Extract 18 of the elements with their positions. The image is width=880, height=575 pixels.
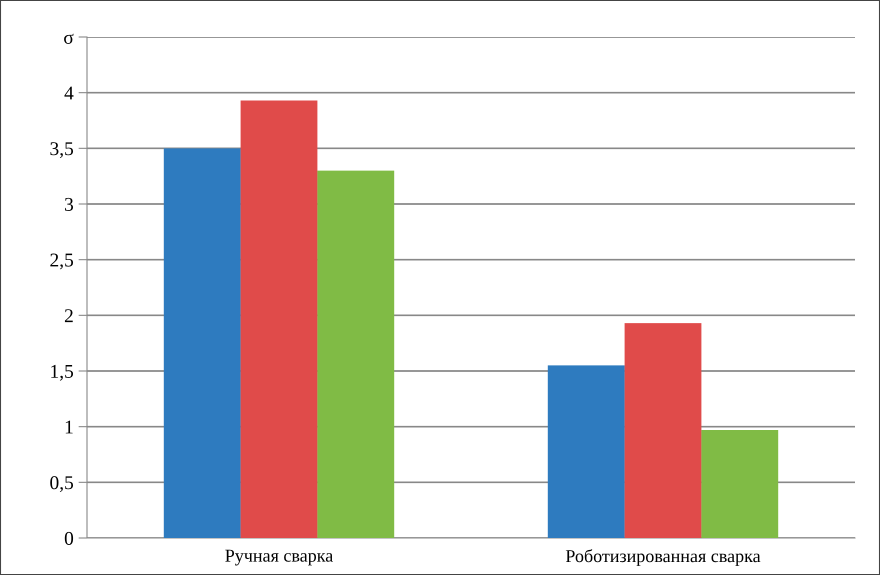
y-tick-label: 2,5 [50, 254, 74, 270]
bar [317, 170, 394, 538]
y-tick-label: 4 [64, 86, 74, 100]
y-tick-label: 2 [64, 309, 73, 322]
y-tick-label: σ [64, 34, 74, 44]
y-tick-label: 0,5 [50, 476, 74, 492]
y-tick-label: 3,5 [50, 142, 74, 158]
bar [240, 100, 318, 538]
y-tick-label: 1,5 [51, 364, 74, 381]
x-tick-label: Ручная сварка [225, 550, 333, 566]
y-tick-label: 0 [64, 532, 74, 545]
bar [624, 323, 702, 538]
bar [164, 148, 241, 538]
bar [701, 430, 778, 538]
bar [548, 365, 625, 538]
x-tick-label: Роботизированная сварка [566, 549, 760, 566]
y-tick-label: 3 [65, 198, 74, 211]
y-tick-label: 1 [66, 420, 73, 434]
